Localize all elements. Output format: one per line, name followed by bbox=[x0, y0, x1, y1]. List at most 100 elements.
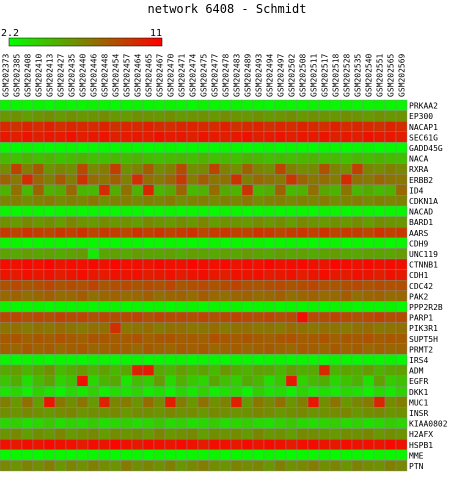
heatmap-cell bbox=[241, 322, 254, 334]
heatmap-cell bbox=[43, 417, 56, 429]
heatmap-cell bbox=[285, 195, 298, 207]
heatmap-cell bbox=[318, 417, 331, 429]
heatmap-cell bbox=[0, 354, 12, 366]
heatmap-cell bbox=[263, 280, 276, 292]
heatmap-cell bbox=[373, 258, 386, 270]
heatmap-cell bbox=[285, 311, 298, 323]
heatmap-cell bbox=[98, 99, 111, 111]
heatmap-cell bbox=[10, 301, 23, 313]
heatmap-cell bbox=[252, 428, 265, 440]
heatmap-cell bbox=[120, 280, 133, 292]
heatmap-cell bbox=[153, 99, 166, 111]
heatmap-cell bbox=[395, 343, 408, 355]
heatmap-cell bbox=[43, 237, 56, 249]
heatmap-cell bbox=[87, 237, 100, 249]
heatmap-cell bbox=[351, 280, 364, 292]
heatmap-cell bbox=[164, 396, 177, 408]
heatmap-cell bbox=[43, 248, 56, 260]
heatmap-cell bbox=[131, 396, 144, 408]
heatmap-cell bbox=[274, 449, 287, 461]
heatmap-cell bbox=[208, 386, 221, 398]
heatmap-cell bbox=[263, 396, 276, 408]
heatmap-cell bbox=[318, 354, 331, 366]
heatmap-cell bbox=[65, 449, 78, 461]
color-scale-max-label: 11 bbox=[150, 28, 162, 39]
heatmap-cell bbox=[120, 152, 133, 164]
heatmap-cell bbox=[109, 142, 122, 154]
heatmap-cell bbox=[65, 142, 78, 154]
heatmap-cell bbox=[0, 322, 12, 334]
row-label: PAK2 bbox=[409, 292, 428, 301]
heatmap-cell bbox=[340, 439, 353, 451]
heatmap-cell bbox=[230, 343, 243, 355]
heatmap-cell bbox=[351, 110, 364, 122]
heatmap-cell bbox=[241, 460, 254, 472]
heatmap-cell bbox=[197, 120, 210, 132]
heatmap-cell bbox=[153, 110, 166, 122]
heatmap-cell bbox=[76, 163, 89, 175]
heatmap-cell bbox=[98, 301, 111, 313]
heatmap-cell bbox=[109, 439, 122, 451]
heatmap-cell bbox=[0, 258, 12, 270]
column-label: GSM202478 bbox=[222, 53, 231, 97]
heatmap-cell bbox=[296, 131, 309, 143]
heatmap-cell bbox=[0, 333, 12, 345]
heatmap-cell bbox=[175, 417, 188, 429]
heatmap-cell bbox=[131, 120, 144, 132]
row-label: CTNNB1 bbox=[409, 261, 438, 270]
heatmap-cell bbox=[0, 301, 12, 313]
heatmap-cell bbox=[230, 301, 243, 313]
heatmap-cell bbox=[362, 205, 375, 217]
heatmap-cell bbox=[263, 248, 276, 260]
heatmap-cell bbox=[43, 322, 56, 334]
heatmap-cell bbox=[384, 152, 397, 164]
heatmap-cell bbox=[164, 354, 177, 366]
heatmap-cell bbox=[329, 333, 342, 345]
heatmap-cell bbox=[373, 142, 386, 154]
heatmap-cell bbox=[241, 417, 254, 429]
heatmap-cell bbox=[384, 417, 397, 429]
heatmap-cell bbox=[120, 120, 133, 132]
column-label: GSM202494 bbox=[266, 53, 275, 97]
heatmap-cell bbox=[197, 311, 210, 323]
heatmap-cell bbox=[384, 311, 397, 323]
heatmap-cell bbox=[351, 439, 364, 451]
heatmap-cell bbox=[153, 205, 166, 217]
heatmap-cell bbox=[362, 354, 375, 366]
heatmap-cell bbox=[87, 110, 100, 122]
heatmap-cell bbox=[109, 248, 122, 260]
heatmap-cell bbox=[263, 173, 276, 185]
heatmap-cell bbox=[65, 280, 78, 292]
column-label: GSM202427 bbox=[57, 53, 66, 97]
heatmap-cell bbox=[274, 258, 287, 270]
heatmap-cell bbox=[329, 237, 342, 249]
heatmap-cell bbox=[164, 131, 177, 143]
heatmap-cell bbox=[142, 152, 155, 164]
heatmap-cell bbox=[307, 237, 320, 249]
heatmap-cell bbox=[395, 173, 408, 185]
row-label: INSR bbox=[409, 409, 428, 418]
heatmap-cell bbox=[32, 311, 45, 323]
heatmap-cell bbox=[362, 173, 375, 185]
heatmap-cell bbox=[384, 460, 397, 472]
heatmap-cell bbox=[208, 269, 221, 281]
heatmap-cell bbox=[43, 396, 56, 408]
row-label: H2AFX bbox=[409, 430, 433, 439]
heatmap-cell bbox=[274, 364, 287, 376]
heatmap-cell bbox=[10, 99, 23, 111]
heatmap-cell bbox=[43, 226, 56, 238]
heatmap-cell bbox=[153, 333, 166, 345]
heatmap-cell bbox=[274, 460, 287, 472]
heatmap-cell bbox=[109, 163, 122, 175]
heatmap-cell bbox=[153, 142, 166, 154]
heatmap-cell bbox=[98, 110, 111, 122]
heatmap-cell bbox=[362, 152, 375, 164]
heatmap-cell bbox=[219, 386, 232, 398]
heatmap-cell bbox=[241, 184, 254, 196]
heatmap-cell bbox=[98, 163, 111, 175]
heatmap-cell bbox=[131, 269, 144, 281]
heatmap-cell bbox=[241, 428, 254, 440]
heatmap-cell bbox=[153, 417, 166, 429]
heatmap-cell bbox=[307, 142, 320, 154]
heatmap-cell bbox=[384, 142, 397, 154]
